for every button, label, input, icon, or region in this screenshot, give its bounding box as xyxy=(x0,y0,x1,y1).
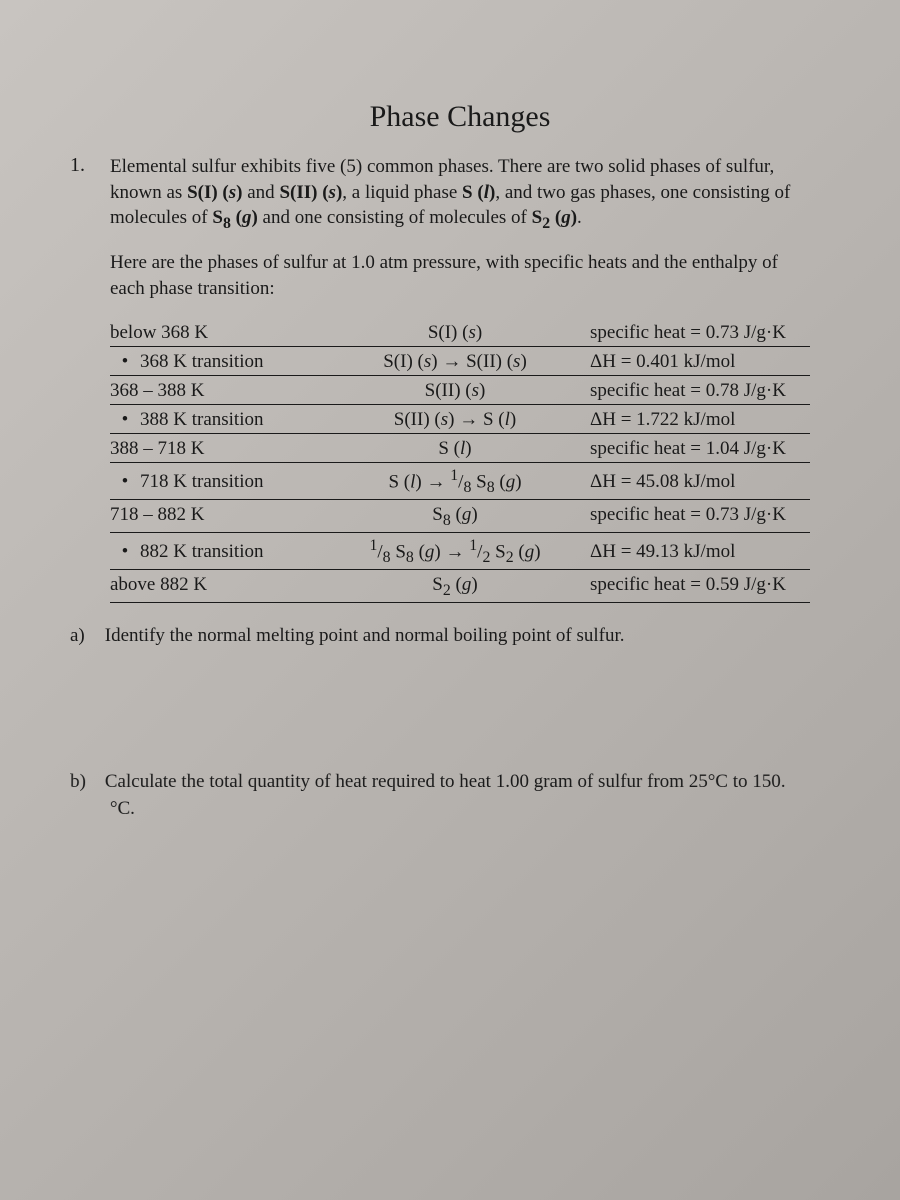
condition-cell: 368 – 388 K xyxy=(110,380,340,402)
value-cell: ΔH = 1.722 kJ/mol xyxy=(570,409,810,431)
phase-cell: 1/8 S8 (g) → 1/2 S2 (g) xyxy=(340,537,570,567)
condition-cell: •368 K transition xyxy=(110,351,340,373)
condition-cell: 388 – 718 K xyxy=(110,438,340,460)
question-a-text: Identify the normal melting point and no… xyxy=(105,625,625,646)
value-cell: ΔH = 0.401 kJ/mol xyxy=(570,351,810,373)
table-row: below 368 KS(I) (s)specific heat = 0.73 … xyxy=(110,318,810,347)
value-cell: ΔH = 49.13 kJ/mol xyxy=(570,541,810,563)
phase-cell: S(I) (s) xyxy=(340,322,570,344)
value-cell: specific heat = 0.59 J/g·K xyxy=(570,574,810,596)
value-cell: specific heat = 1.04 J/g·K xyxy=(570,438,810,460)
table-row: 368 – 388 KS(II) (s)specific heat = 0.78… xyxy=(110,376,810,405)
condition-cell: below 368 K xyxy=(110,322,340,344)
question-b-label: b) xyxy=(70,769,100,796)
phase-cell: S8 (g) xyxy=(340,504,570,530)
table-row: •882 K transition1/8 S8 (g) → 1/2 S2 (g)… xyxy=(110,533,810,570)
phase-cell: S (l) xyxy=(340,438,570,460)
condition-cell: •388 K transition xyxy=(110,409,340,431)
phase-cell: S(I) (s) → S(II) (s) xyxy=(340,351,570,373)
value-cell: specific heat = 0.78 J/g·K xyxy=(570,380,810,402)
phase-cell: S2 (g) xyxy=(340,574,570,600)
phase-table: below 368 KS(I) (s)specific heat = 0.73 … xyxy=(110,318,810,603)
page-title: Phase Changes xyxy=(110,100,810,134)
problem-number: 1. xyxy=(70,154,85,177)
condition-cell: •882 K transition xyxy=(110,541,340,563)
value-cell: specific heat = 0.73 J/g·K xyxy=(570,322,810,344)
phase-cell: S(II) (s) → S (l) xyxy=(340,409,570,431)
table-row: •368 K transitionS(I) (s) → S(II) (s)ΔH … xyxy=(110,347,810,376)
table-row: 718 – 882 KS8 (g)specific heat = 0.73 J/… xyxy=(110,500,810,533)
phase-cell: S(II) (s) xyxy=(340,380,570,402)
table-row: •718 K transitionS (l) → 1/8 S8 (g)ΔH = … xyxy=(110,463,810,500)
intro-paragraph-2: Here are the phases of sulfur at 1.0 atm… xyxy=(110,250,810,301)
question-a-label: a) xyxy=(70,623,100,650)
condition-cell: 718 – 882 K xyxy=(110,504,340,526)
intro-paragraph-1: Elemental sulfur exhibits five (5) commo… xyxy=(110,154,810,234)
question-a: a) Identify the normal melting point and… xyxy=(110,623,810,650)
worksheet-page: Phase Changes 1. Elemental sulfur exhibi… xyxy=(50,40,850,862)
problem-block: 1. Elemental sulfur exhibits five (5) co… xyxy=(110,154,810,822)
phase-cell: S (l) → 1/8 S8 (g) xyxy=(340,467,570,497)
table-row: 388 – 718 KS (l)specific heat = 1.04 J/g… xyxy=(110,434,810,463)
value-cell: ΔH = 45.08 kJ/mol xyxy=(570,471,810,493)
question-b: b) Calculate the total quantity of heat … xyxy=(110,769,810,822)
value-cell: specific heat = 0.73 J/g·K xyxy=(570,504,810,526)
condition-cell: above 882 K xyxy=(110,574,340,596)
table-row: •388 K transitionS(II) (s) → S (l)ΔH = 1… xyxy=(110,405,810,434)
table-row: above 882 KS2 (g)specific heat = 0.59 J/… xyxy=(110,570,810,603)
condition-cell: •718 K transition xyxy=(110,471,340,493)
question-b-text: Calculate the total quantity of heat req… xyxy=(105,771,786,819)
